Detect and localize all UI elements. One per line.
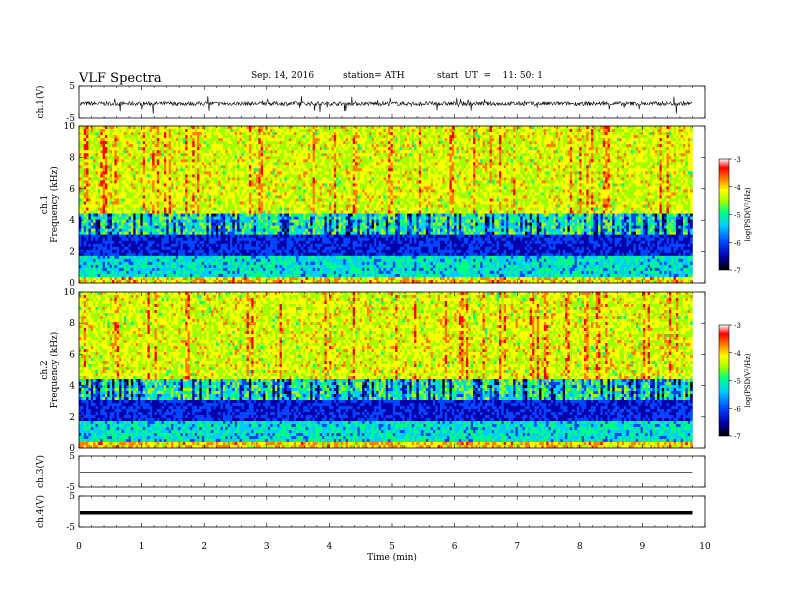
y-tick-label: -5 [66, 114, 75, 124]
y-tick-label: -5 [66, 483, 75, 493]
ch1-spectrogram-image [79, 126, 693, 284]
x-tick-label: 9 [640, 542, 646, 552]
ch2-spectrogram-colorbar [718, 324, 730, 437]
colorbar-tick-label: -7 [734, 267, 741, 275]
y-tick-label: 8 [69, 153, 75, 163]
ch3-waveform-ylabel: ch.3(V) [35, 455, 46, 488]
x-tick-label: 5 [389, 542, 395, 552]
y-tick-label: -5 [66, 523, 75, 533]
x-tick-label: 2 [201, 542, 207, 552]
ch2-spectrogram-colorbar-label: log(PSD(V²/Hz) [744, 353, 752, 408]
x-axis-label: Time (min) [367, 552, 417, 563]
x-tick-label: 6 [452, 542, 458, 552]
colorbar-tick-label: -7 [734, 433, 741, 441]
y-tick-label: 6 [69, 350, 75, 360]
ch1-spectrogram-colorbar [718, 158, 730, 271]
y-tick-label: 4 [69, 382, 75, 392]
colorbar-tick-label: -6 [734, 405, 741, 413]
ch1-waveform-trace [79, 96, 693, 114]
ch4-waveform-ylabel: ch.4(V) [35, 495, 46, 528]
colorbar-tick-label: -5 [734, 212, 741, 220]
y-tick-label: 0 [69, 279, 75, 289]
ch2-spectrogram-ylabel: Frequency (kHz) [49, 332, 60, 409]
x-tick-label: 3 [264, 542, 270, 552]
ch3-waveform-frame [78, 455, 706, 488]
colorbar-tick-label: -3 [734, 156, 741, 164]
colorbar-tick-label: -4 [734, 184, 741, 192]
x-tick-label: 1 [139, 542, 145, 552]
ch1-waveform-ylabel: ch.1(V) [35, 86, 46, 119]
chart-title: VLF Spectra [79, 71, 162, 86]
ch2-spectrogram-channel-label: ch.2 [40, 360, 50, 379]
ch1-spectrogram-channel-label: ch.1 [40, 195, 50, 214]
ch2-spectrogram-image [79, 292, 693, 449]
ch1-spectrogram-colorbar-label: log(PSD(V²/Hz) [744, 187, 752, 242]
y-tick-label: 8 [69, 319, 75, 329]
start-time-label: start UT = 11: 50: 1 [437, 71, 543, 81]
y-tick-label: 2 [69, 413, 75, 423]
y-tick-label: 6 [69, 185, 75, 195]
y-tick-label: 5 [69, 82, 75, 92]
colorbar-tick-label: -6 [734, 239, 741, 247]
y-tick-label: 2 [69, 248, 75, 258]
y-tick-label: 4 [69, 216, 75, 226]
colorbar-tick-label: -3 [734, 322, 741, 330]
x-tick-label: 7 [514, 542, 520, 552]
y-tick-label: 5 [69, 452, 75, 462]
x-tick-label: 0 [76, 542, 82, 552]
x-tick-label: 4 [327, 542, 333, 552]
y-tick-label: 0 [69, 444, 75, 454]
date-label: Sep. 14, 2016 [251, 71, 314, 81]
y-tick-label: 10 [64, 288, 76, 298]
x-tick-label: 8 [577, 542, 583, 552]
colorbar-tick-label: -5 [734, 378, 741, 386]
colorbar-tick-label: -4 [734, 350, 741, 358]
x-tick-label: 10 [699, 542, 711, 552]
station-label: station= ATH [343, 71, 405, 81]
ch1-spectrogram-ylabel: Frequency (kHz) [49, 166, 60, 243]
y-tick-label: 10 [64, 122, 76, 132]
y-tick-label: 5 [69, 492, 75, 502]
ch1-waveform-frame [78, 85, 706, 119]
